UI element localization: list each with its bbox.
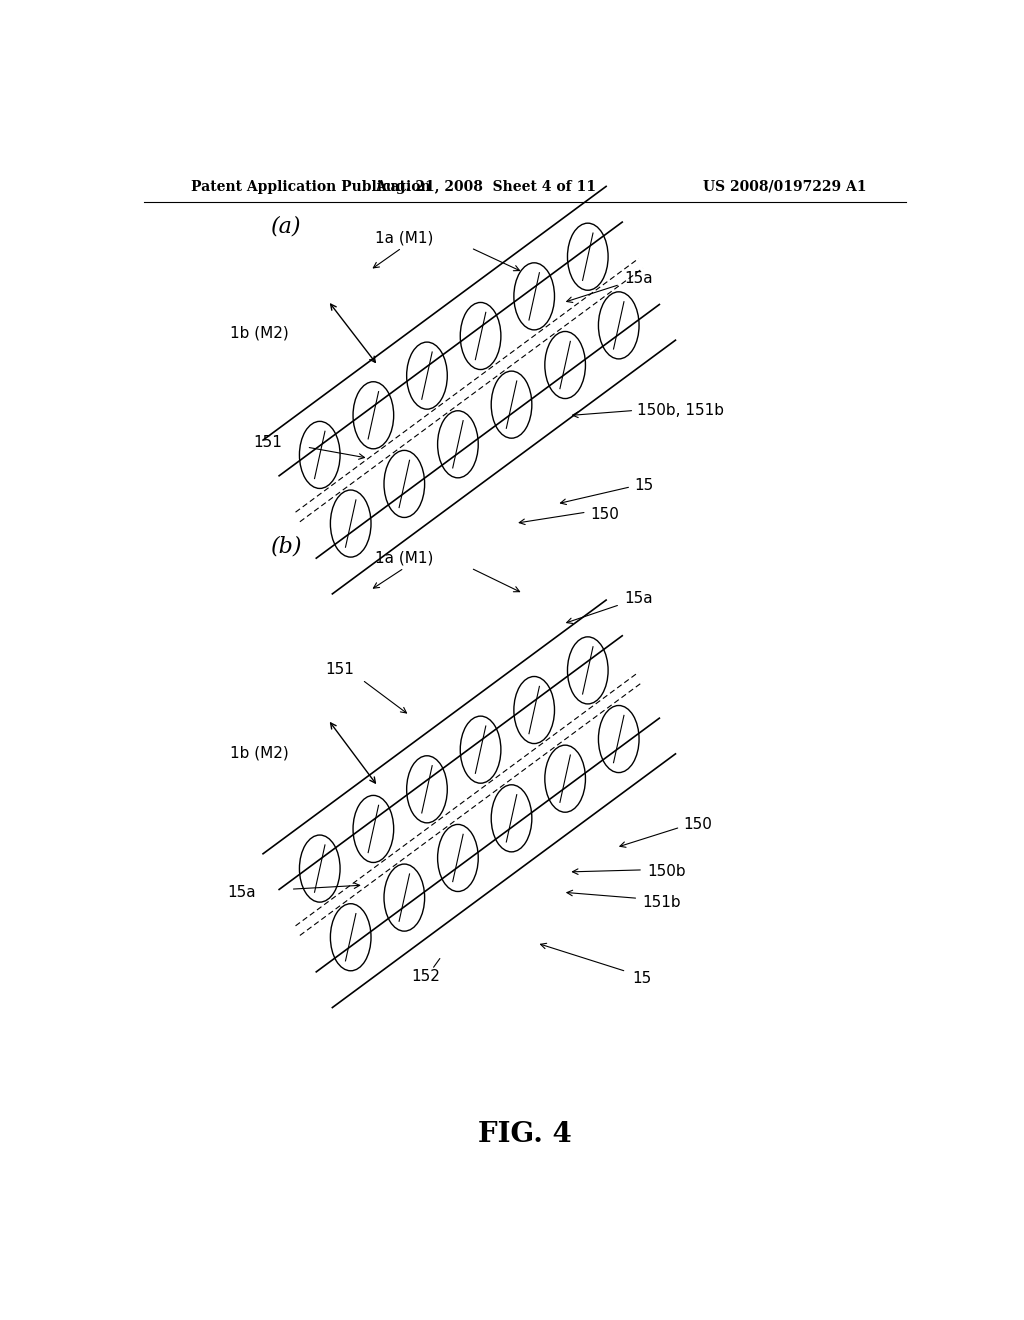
Text: 15: 15 [632,972,651,986]
Text: 151b: 151b [642,895,681,909]
Text: 151: 151 [253,436,283,450]
Text: 1b (M2): 1b (M2) [229,326,289,341]
Text: 150: 150 [684,817,713,832]
Text: 15a: 15a [227,884,256,900]
Text: 150b: 150b [648,865,686,879]
Text: Aug. 21, 2008  Sheet 4 of 11: Aug. 21, 2008 Sheet 4 of 11 [375,180,596,194]
Text: 150b, 151b: 150b, 151b [638,403,725,418]
Text: Patent Application Publication: Patent Application Publication [191,180,431,194]
Text: 151: 151 [325,663,353,677]
Text: 1a (M1): 1a (M1) [375,550,433,565]
Text: 1a (M1): 1a (M1) [375,230,433,246]
Text: (b): (b) [270,536,302,557]
Text: 15: 15 [634,478,653,494]
Text: 152: 152 [412,969,440,985]
Text: FIG. 4: FIG. 4 [478,1121,571,1147]
Text: (a): (a) [270,215,301,238]
Text: 15a: 15a [624,271,652,286]
Text: 15a: 15a [624,591,652,606]
Text: 150: 150 [590,507,618,521]
Text: US 2008/0197229 A1: US 2008/0197229 A1 [702,180,866,194]
Text: 1b (M2): 1b (M2) [229,746,289,760]
